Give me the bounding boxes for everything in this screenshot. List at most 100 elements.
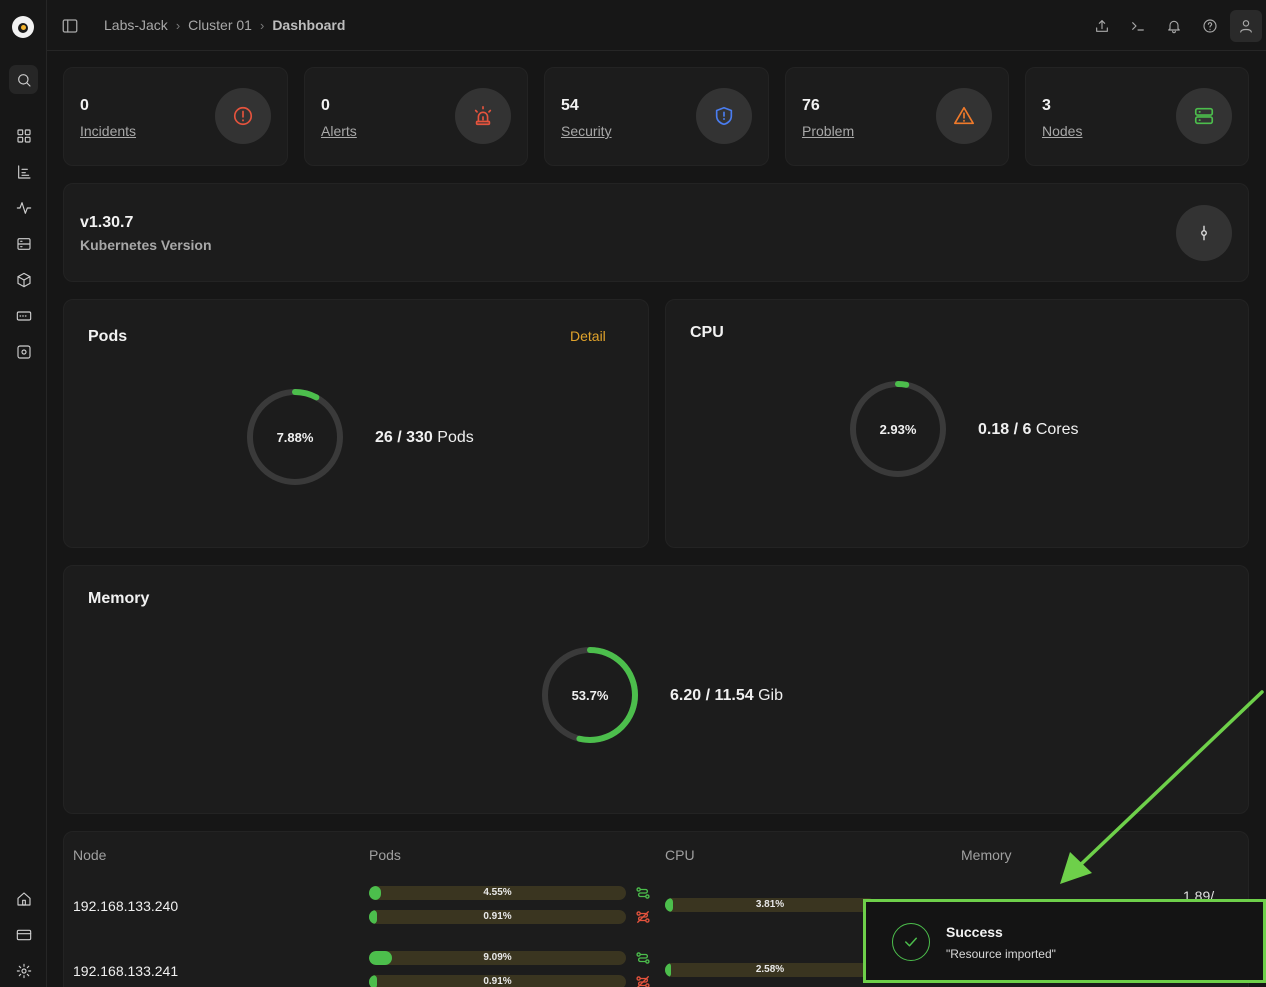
check-circle-icon bbox=[892, 923, 930, 961]
warning-triangle-icon bbox=[936, 88, 992, 144]
chevron-right-icon: › bbox=[259, 17, 265, 33]
route-icon[interactable] bbox=[636, 886, 650, 900]
sidebar bbox=[0, 0, 47, 987]
stat-link[interactable]: Nodes bbox=[1042, 123, 1083, 139]
bar-fill bbox=[665, 898, 673, 912]
pods-percent: 7.88% bbox=[276, 429, 314, 445]
app-logo[interactable] bbox=[12, 16, 34, 38]
chart-icon[interactable] bbox=[9, 157, 38, 186]
pods-used: 26 / 330 bbox=[375, 429, 433, 446]
breadcrumb-current: Dashboard bbox=[272, 17, 346, 33]
table-header: Pods bbox=[369, 847, 401, 863]
memory-panel: Memory 53.7% 6.20 / 11.54 Gib bbox=[63, 565, 1249, 814]
bar-fill bbox=[369, 886, 381, 900]
help-icon[interactable] bbox=[1194, 10, 1226, 42]
stat-card-nodes[interactable]: 3 Nodes bbox=[1025, 67, 1249, 166]
cpu-percent: 2.93% bbox=[879, 421, 917, 437]
memory-used: 6.20 / 11.54 bbox=[670, 687, 754, 704]
top-bar: Labs-Jack › Cluster 01 › Dashboard bbox=[47, 0, 1266, 51]
pods-donut: 7.88% bbox=[245, 387, 345, 487]
route-off-icon[interactable] bbox=[636, 910, 650, 924]
breadcrumb-item[interactable]: Labs-Jack bbox=[104, 17, 168, 33]
stat-value: 76 bbox=[802, 97, 820, 114]
bar-label: 0.91% bbox=[483, 976, 512, 987]
stat-card-problem[interactable]: 76 Problem bbox=[785, 67, 1009, 166]
dashboard-grid-icon[interactable] bbox=[9, 121, 38, 150]
stat-link[interactable]: Incidents bbox=[80, 123, 137, 139]
breadcrumb: Labs-Jack › Cluster 01 › Dashboard bbox=[104, 17, 345, 33]
terminal-box-icon[interactable] bbox=[9, 301, 38, 330]
server-icon bbox=[1176, 88, 1232, 144]
gear-icon[interactable] bbox=[9, 956, 38, 985]
memory-percent: 53.7% bbox=[571, 687, 609, 703]
breadcrumb-item[interactable]: Cluster 01 bbox=[188, 17, 252, 33]
settings-box-icon[interactable] bbox=[9, 337, 38, 366]
toast-title: Success bbox=[946, 924, 1003, 940]
pods-arc bbox=[247, 389, 343, 485]
node-ip[interactable]: 192.168.133.240 bbox=[73, 898, 179, 914]
stat-link[interactable]: Problem bbox=[802, 123, 855, 139]
detail-link[interactable]: Detail bbox=[570, 328, 606, 344]
git-commit-icon[interactable] bbox=[1176, 205, 1232, 261]
cpu-panel: CPU 2.93% 0.18 / 6 Cores bbox=[665, 299, 1249, 548]
bar-fill bbox=[369, 910, 377, 924]
cpu-metric: 0.18 / 6 Cores bbox=[978, 421, 1079, 439]
stat-link[interactable]: Security bbox=[561, 123, 612, 139]
search-icon[interactable] bbox=[9, 65, 38, 94]
bar-label: 9.09% bbox=[483, 952, 512, 963]
bell-icon[interactable] bbox=[1158, 10, 1190, 42]
route-icon[interactable] bbox=[636, 951, 650, 965]
memory-donut: 53.7% bbox=[540, 645, 640, 745]
cube-icon[interactable] bbox=[9, 265, 38, 294]
bar-fill bbox=[665, 963, 672, 977]
stat-card-security[interactable]: 54 Security bbox=[544, 67, 769, 166]
toast-message: "Resource imported" bbox=[946, 947, 1056, 961]
chevron-right-icon: › bbox=[175, 17, 181, 33]
shield-icon bbox=[696, 88, 752, 144]
stat-value: 3 bbox=[1042, 97, 1051, 114]
progress-bar: 3.81% bbox=[665, 898, 875, 912]
home-icon[interactable] bbox=[9, 884, 38, 913]
progress-bar: 4.55% bbox=[369, 886, 626, 900]
top-actions bbox=[1086, 10, 1262, 42]
cpu-donut: 2.93% bbox=[848, 379, 948, 479]
memory-arc bbox=[542, 647, 638, 743]
progress-bar: 0.91% bbox=[369, 975, 626, 987]
memory-unit: Gib bbox=[758, 687, 783, 704]
stat-card-incidents[interactable]: 0 Incidents bbox=[63, 67, 288, 166]
stat-link[interactable]: Alerts bbox=[321, 123, 357, 139]
activity-icon[interactable] bbox=[9, 193, 38, 222]
siren-icon bbox=[455, 88, 511, 144]
version-value: v1.30.7 bbox=[80, 214, 134, 231]
panel-title: CPU bbox=[690, 324, 724, 341]
credit-card-icon[interactable] bbox=[9, 920, 38, 949]
stat-card-alerts[interactable]: 0 Alerts bbox=[304, 67, 528, 166]
cpu-unit: Cores bbox=[1035, 421, 1079, 438]
sidebar-toggle-icon[interactable] bbox=[61, 17, 79, 35]
bar-fill bbox=[369, 951, 393, 965]
success-toast[interactable]: Success "Resource imported" bbox=[863, 899, 1266, 983]
cpu-used: 0.18 / 6 bbox=[978, 421, 1032, 438]
stat-value: 54 bbox=[561, 97, 579, 114]
version-label: Kubernetes Version bbox=[80, 237, 212, 253]
upload-icon[interactable] bbox=[1086, 10, 1118, 42]
terminal-icon[interactable] bbox=[1122, 10, 1154, 42]
alert-circle-icon bbox=[215, 88, 271, 144]
bar-label: 4.55% bbox=[483, 887, 512, 898]
table-header: Memory bbox=[961, 847, 1012, 863]
panel-title: Memory bbox=[88, 590, 150, 607]
bar-label: 3.81% bbox=[755, 899, 785, 910]
kubernetes-version-card: v1.30.7 Kubernetes Version bbox=[63, 183, 1249, 282]
server-rack-icon[interactable] bbox=[9, 229, 38, 258]
node-ip[interactable]: 192.168.133.241 bbox=[73, 963, 179, 979]
pods-panel: Pods Detail 7.88% 26 / 330 Pods bbox=[63, 299, 649, 548]
bar-label: 2.58% bbox=[755, 964, 785, 975]
bar-fill bbox=[369, 975, 377, 987]
progress-bar: 2.58% bbox=[665, 963, 875, 977]
memory-metric: 6.20 / 11.54 Gib bbox=[670, 687, 783, 705]
table-header: CPU bbox=[665, 847, 695, 863]
route-off-icon[interactable] bbox=[636, 975, 650, 987]
user-icon[interactable] bbox=[1230, 10, 1262, 42]
table-header: Node bbox=[73, 847, 107, 863]
progress-bar: 0.91% bbox=[369, 910, 626, 924]
